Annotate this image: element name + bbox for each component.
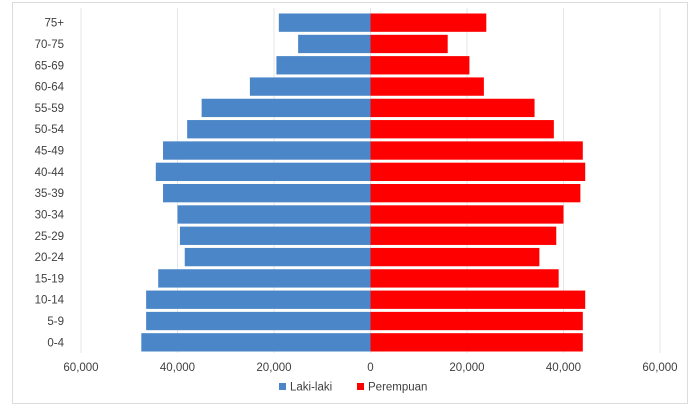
bar-laki-laki — [141, 333, 371, 352]
y-tick-label: 70-75 — [35, 39, 64, 51]
y-tick-label: 60-64 — [35, 82, 65, 94]
bar-laki-laki — [201, 98, 371, 118]
bar-laki-laki — [163, 183, 371, 203]
bar-perempuan — [370, 56, 470, 75]
bar-laki-laki — [146, 290, 371, 309]
bar-perempuan — [370, 162, 586, 182]
x-tick-label: 20,000 — [449, 362, 484, 374]
bar-laki-laki — [177, 205, 371, 224]
bar-laki-laki — [146, 311, 371, 331]
x-tick-label: 40,000 — [160, 362, 195, 374]
y-tick-label: 35-39 — [35, 188, 64, 200]
x-tick-label: 40,000 — [546, 362, 581, 374]
bar-laki-laki — [249, 77, 371, 96]
bar-perempuan — [370, 311, 583, 331]
bar-laki-laki — [187, 120, 371, 139]
y-tick-label: 20-24 — [35, 252, 65, 264]
bar-perempuan — [370, 13, 487, 32]
bar-laki-laki — [278, 13, 371, 32]
y-tick-label: 40-44 — [35, 167, 65, 179]
bar-perempuan — [370, 183, 581, 203]
bar-perempuan — [370, 290, 586, 309]
y-tick-label: 50-54 — [35, 124, 65, 136]
bar-laki-laki — [179, 226, 371, 245]
bar-laki-laki — [163, 141, 371, 160]
bar-perempuan — [370, 120, 554, 139]
bar-perempuan — [370, 141, 583, 160]
bar-perempuan — [370, 205, 564, 224]
bar-laki-laki — [298, 34, 371, 54]
bar-perempuan — [370, 34, 448, 54]
bar-perempuan — [370, 333, 583, 352]
x-tick-label: 60,000 — [63, 362, 98, 374]
x-tick-label: 0 — [367, 362, 373, 374]
bar-laki-laki — [184, 247, 371, 267]
y-tick-label: 5-9 — [47, 316, 64, 328]
y-tick-label: 55-59 — [35, 103, 64, 115]
legend-label: Laki-laki — [290, 382, 332, 394]
y-tick-label: 0-4 — [47, 337, 64, 349]
y-tick-label: 75+ — [44, 18, 64, 30]
x-tick-label: 60,000 — [642, 362, 677, 374]
y-tick-label: 15-19 — [35, 273, 64, 285]
legend-label: Perempuan — [368, 382, 427, 394]
bar-perempuan — [370, 98, 535, 118]
bar-perempuan — [370, 77, 484, 96]
bar-laki-laki — [155, 162, 371, 182]
y-tick-label: 45-49 — [35, 146, 64, 158]
y-tick-label: 10-14 — [35, 295, 65, 307]
legend-swatch-perempuan — [357, 383, 364, 390]
x-tick-label: 20,000 — [256, 362, 291, 374]
y-tick-label: 30-34 — [35, 209, 65, 221]
y-tick-label: 25-29 — [35, 231, 64, 243]
bar-laki-laki — [158, 269, 371, 288]
bar-perempuan — [370, 247, 540, 267]
bar-laki-laki — [276, 56, 371, 75]
y-tick-label: 65-69 — [35, 60, 64, 72]
bar-perempuan — [370, 269, 559, 288]
bar-perempuan — [370, 226, 557, 245]
legend-swatch-laki-laki — [279, 383, 286, 390]
